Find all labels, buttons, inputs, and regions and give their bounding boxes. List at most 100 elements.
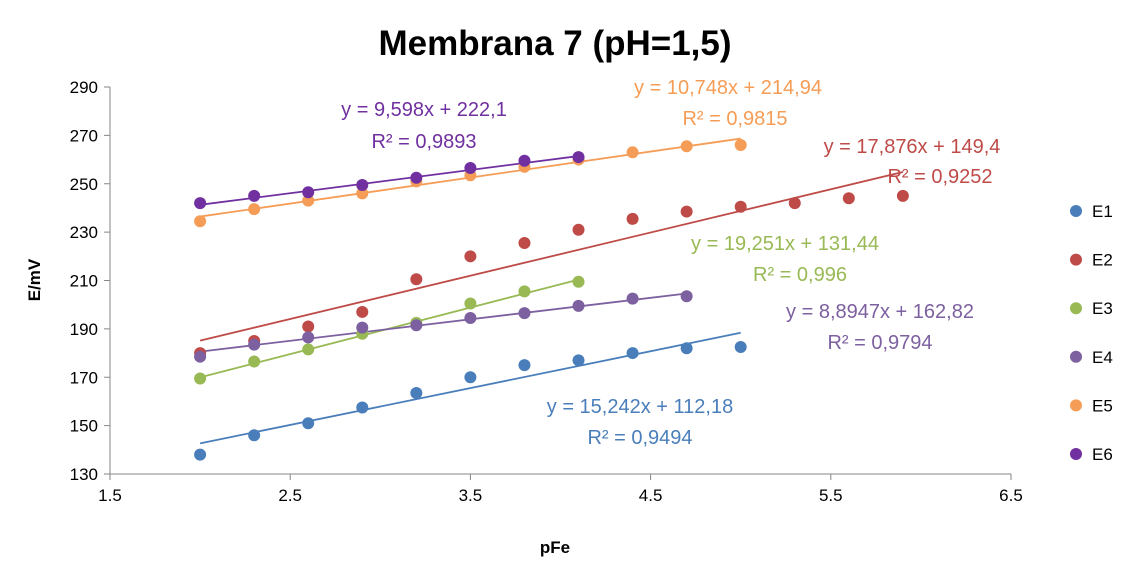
point-e2 (464, 250, 477, 263)
point-e2 (788, 197, 801, 210)
legend-marker-e4 (1070, 350, 1082, 363)
r-squared-e3: R² = 0,996 (753, 264, 847, 286)
legend-label-e1: E1 (1092, 202, 1113, 221)
point-e5 (680, 140, 693, 153)
y-tick-label: 190 (70, 320, 98, 339)
legend-label-e2: E2 (1092, 251, 1113, 270)
point-e6 (410, 171, 423, 184)
x-tick-label: 6.5 (999, 486, 1023, 505)
legend: E1 E2 E3 E4 E5 E6 (1070, 202, 1113, 464)
point-e2 (302, 320, 315, 333)
point-e6 (572, 151, 585, 164)
point-e5 (302, 194, 315, 207)
point-e1 (518, 359, 531, 372)
point-e4 (464, 311, 477, 324)
x-tick-label: 5.5 (819, 486, 843, 505)
point-e6 (356, 178, 369, 191)
point-e2 (734, 200, 747, 213)
point-e6 (518, 154, 531, 167)
legend-label-e3: E3 (1092, 299, 1113, 318)
equation-e5: y = 10,748x + 214,94 (634, 77, 822, 99)
point-e3 (518, 285, 531, 298)
legend-label-e6: E6 (1092, 445, 1113, 464)
y-tick-label: 130 (70, 465, 98, 484)
trendline-e2 (199, 171, 904, 342)
point-e4 (626, 292, 639, 305)
point-e2 (518, 237, 531, 250)
x-tick-label: 4.5 (639, 486, 663, 505)
x-tick-label: 1.5 (98, 486, 122, 505)
legend-marker-e2 (1070, 253, 1082, 266)
point-e1 (356, 401, 369, 414)
point-e1 (302, 417, 315, 430)
axes: 130 150 170 190 210 230 250 270 290 1.5 2.5 3.5 4.5 5… (70, 78, 1023, 505)
point-e6 (194, 197, 207, 210)
trendline-e1 (199, 331, 741, 445)
equation-e6: y = 9,598x + 222,1 (341, 99, 507, 121)
trendline-e6 (199, 155, 579, 206)
r-squared-e4: R² = 0,9794 (827, 332, 932, 354)
equation-e3: y = 19,251x + 131,44 (691, 233, 879, 255)
point-e2 (896, 189, 909, 202)
point-e1 (572, 354, 585, 367)
legend-label-e5: E5 (1092, 396, 1113, 415)
point-e3 (194, 372, 207, 385)
y-tick-label: 170 (70, 368, 98, 387)
legend-marker-e1 (1070, 205, 1082, 217)
x-axis-title: pFe (540, 538, 570, 557)
point-e2 (356, 305, 369, 318)
legend-marker-e3 (1070, 302, 1082, 315)
y-tick-label: 270 (70, 126, 98, 145)
point-e1 (626, 347, 639, 360)
point-e4 (302, 331, 315, 344)
point-e2 (572, 223, 585, 236)
y-tick-label: 150 (70, 417, 98, 436)
y-axis-title: E/mV (25, 258, 44, 301)
y-tick-label: 210 (70, 272, 98, 291)
x-tick-label: 2.5 (278, 486, 302, 505)
point-e1 (734, 341, 747, 354)
x-tick-label: 3.5 (459, 486, 483, 505)
r-squared-e5: R² = 0,9815 (682, 108, 787, 130)
point-e5 (356, 187, 369, 200)
chart-title: Membrana 7 (pH=1,5) (378, 24, 731, 63)
equation-e2: y = 17,876x + 149,4 (824, 136, 1001, 158)
point-e6 (464, 162, 477, 175)
point-e2 (626, 212, 639, 225)
point-e4 (356, 321, 369, 334)
legend-marker-e6 (1070, 448, 1082, 460)
point-e3 (302, 343, 315, 356)
y-tick-label: 290 (70, 78, 98, 97)
point-e2 (410, 273, 423, 286)
data-points (194, 139, 909, 461)
point-e1 (194, 448, 207, 461)
point-e5 (248, 203, 261, 216)
trendline-e4 (199, 292, 687, 353)
point-e6 (248, 189, 261, 202)
point-e3 (572, 275, 585, 288)
legend-label-e4: E4 (1092, 348, 1113, 367)
point-e3 (248, 355, 261, 368)
point-e1 (410, 386, 423, 399)
r-squared-e6: R² = 0,9893 (371, 131, 476, 153)
r-squared-e1: R² = 0,9494 (587, 427, 692, 449)
point-e5 (626, 146, 639, 159)
point-e4 (680, 290, 693, 303)
equation-e4: y = 8,8947x + 162,82 (786, 301, 974, 323)
point-e4 (572, 299, 585, 312)
equation-e1: y = 15,242x + 112,18 (547, 396, 733, 418)
point-e4 (518, 307, 531, 320)
point-e1 (680, 342, 693, 355)
legend-marker-e5 (1070, 399, 1082, 412)
point-e5 (734, 139, 747, 152)
y-tick-label: 250 (70, 175, 98, 194)
point-e6 (302, 186, 315, 199)
r-squared-e2: R² = 0,9252 (887, 166, 992, 188)
point-e4 (410, 319, 423, 332)
point-e1 (464, 371, 477, 384)
point-e2 (842, 192, 855, 205)
point-e4 (248, 338, 261, 351)
point-e1 (248, 429, 261, 442)
point-e4 (194, 350, 207, 363)
point-e3 (464, 297, 477, 310)
